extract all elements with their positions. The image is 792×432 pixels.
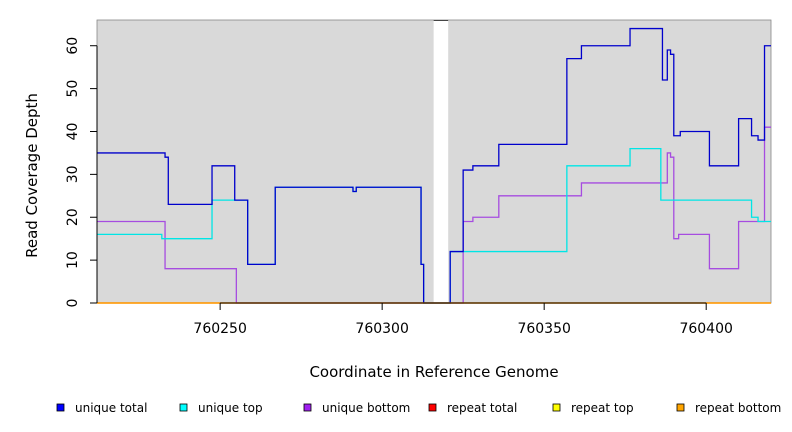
- legend-swatch: [676, 403, 685, 412]
- legend: unique total unique top unique bottom repea…: [56, 401, 781, 415]
- legend-swatch: [552, 403, 561, 412]
- legend-item: repeat bottom: [676, 401, 781, 415]
- y-tick-label: 20: [65, 208, 81, 226]
- legend-label: repeat total: [447, 401, 517, 415]
- legend-item: unique top: [179, 401, 263, 415]
- y-axis: 0 10 20 30 40 50 60: [65, 37, 98, 308]
- x-tick-label: 760400: [679, 321, 732, 337]
- legend-item: unique bottom: [303, 401, 410, 415]
- gap-region-layer: [433, 20, 449, 303]
- legend-item: repeat top: [552, 401, 634, 415]
- x-tick-label: 760250: [193, 321, 246, 337]
- y-tick-label: 50: [65, 80, 81, 98]
- y-tick-label: 0: [65, 299, 81, 308]
- y-tick-label: 10: [65, 251, 81, 269]
- series-line-unique-total: [97, 27, 771, 304]
- y-tick-label: 30: [65, 165, 81, 183]
- legend-label: unique top: [198, 401, 263, 415]
- x-axis: 760250 760300 760350 760400: [193, 302, 733, 337]
- y-axis-title: Read Coverage Depth: [23, 93, 41, 258]
- legend-swatch: [56, 403, 65, 412]
- legend-item: unique total: [56, 401, 147, 415]
- legend-label: repeat bottom: [695, 401, 781, 415]
- x-tick-label: 760300: [355, 321, 408, 337]
- legend-item: repeat total: [428, 401, 517, 415]
- x-tick-label: 760350: [517, 321, 570, 337]
- legend-swatch: [179, 403, 188, 412]
- legend-swatch: [428, 403, 437, 412]
- legend-label: unique bottom: [322, 401, 410, 415]
- y-tick-label: 40: [65, 123, 81, 141]
- gap-region: [433, 20, 449, 303]
- legend-label: unique total: [75, 401, 147, 415]
- legend-swatch: [303, 403, 312, 412]
- legend-label: repeat top: [571, 401, 634, 415]
- y-tick-label: 60: [65, 37, 81, 55]
- x-axis-title: Coordinate in Reference Genome: [309, 363, 558, 381]
